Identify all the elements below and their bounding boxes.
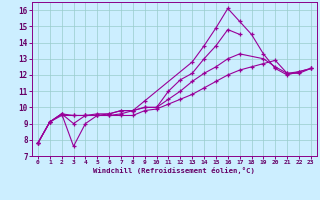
X-axis label: Windchill (Refroidissement éolien,°C): Windchill (Refroidissement éolien,°C) bbox=[93, 167, 255, 174]
